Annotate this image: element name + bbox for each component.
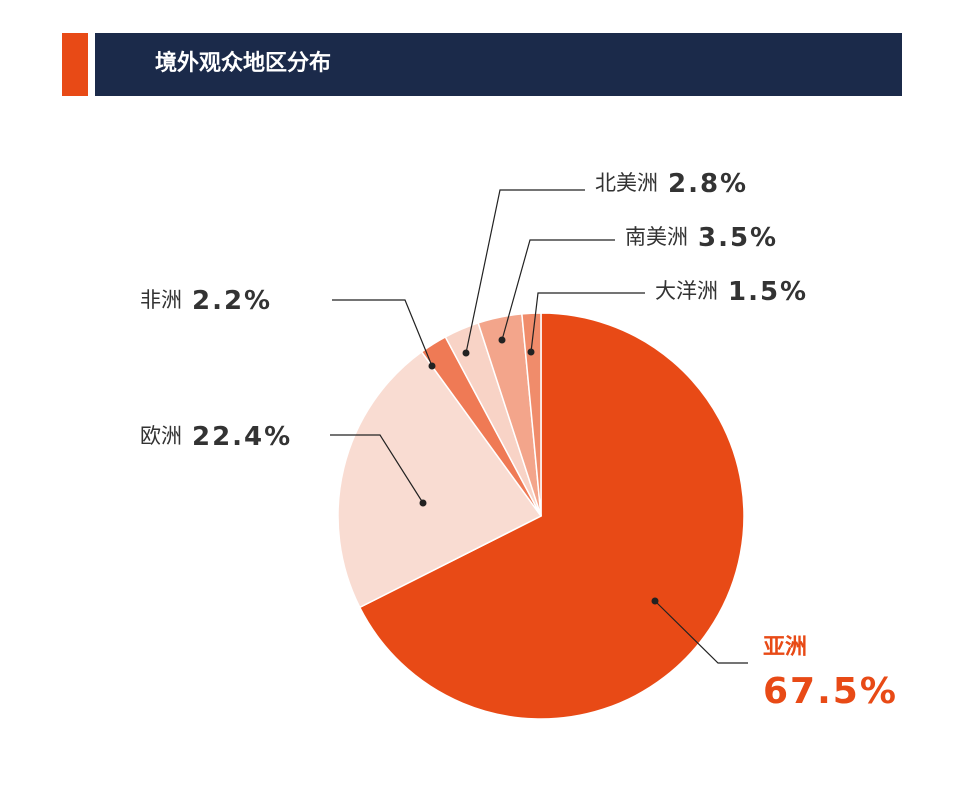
slice-label: 欧洲 22.4% — [140, 422, 292, 452]
pie-slice — [358, 312, 745, 720]
category-label: 亚洲 — [763, 635, 807, 660]
leader-dot — [498, 336, 506, 344]
chart-title: 境外观众地区分布 — [155, 50, 331, 76]
leader-line — [501, 239, 615, 341]
header-accent — [62, 33, 88, 96]
leader-line — [654, 600, 748, 664]
pie-slice — [521, 312, 542, 517]
category-label: 大洋洲 — [655, 279, 718, 303]
category-label: 北美洲 — [595, 171, 658, 195]
pie — [337, 312, 745, 720]
header-bar — [95, 33, 902, 96]
category-label: 非洲 — [140, 288, 182, 312]
leader-line — [332, 299, 433, 367]
leader-dot — [419, 499, 427, 507]
value-label: 2.2% — [192, 286, 272, 316]
slice-label: 非洲 2.2% — [140, 286, 272, 316]
value-label: 67.5% — [763, 671, 898, 712]
leader-line — [465, 189, 585, 354]
leader-dot — [462, 349, 470, 357]
value-label: 2.8% — [668, 169, 748, 199]
value-label: 1.5% — [728, 277, 808, 307]
labels: 亚洲 67.5% 欧洲 22.4% 非洲 2.2% 北美洲 2.8% 南美洲 3.5% 大洋洲 1.5… — [140, 169, 898, 713]
leader-dot — [651, 597, 659, 605]
pie-slice — [337, 350, 543, 609]
category-label: 南美洲 — [625, 225, 688, 249]
leader-line — [330, 434, 424, 504]
leader-dot — [527, 348, 535, 356]
leader-line — [530, 292, 645, 353]
value-label: 3.5% — [698, 223, 778, 253]
category-label: 欧洲 — [140, 424, 182, 448]
leader-dot — [428, 362, 436, 370]
value-label: 22.4% — [192, 422, 292, 452]
slice-label: 南美洲 3.5% — [625, 223, 778, 253]
slice-label: 北美洲 2.8% — [595, 169, 748, 199]
slice-label: 大洋洲 1.5% — [655, 277, 808, 307]
